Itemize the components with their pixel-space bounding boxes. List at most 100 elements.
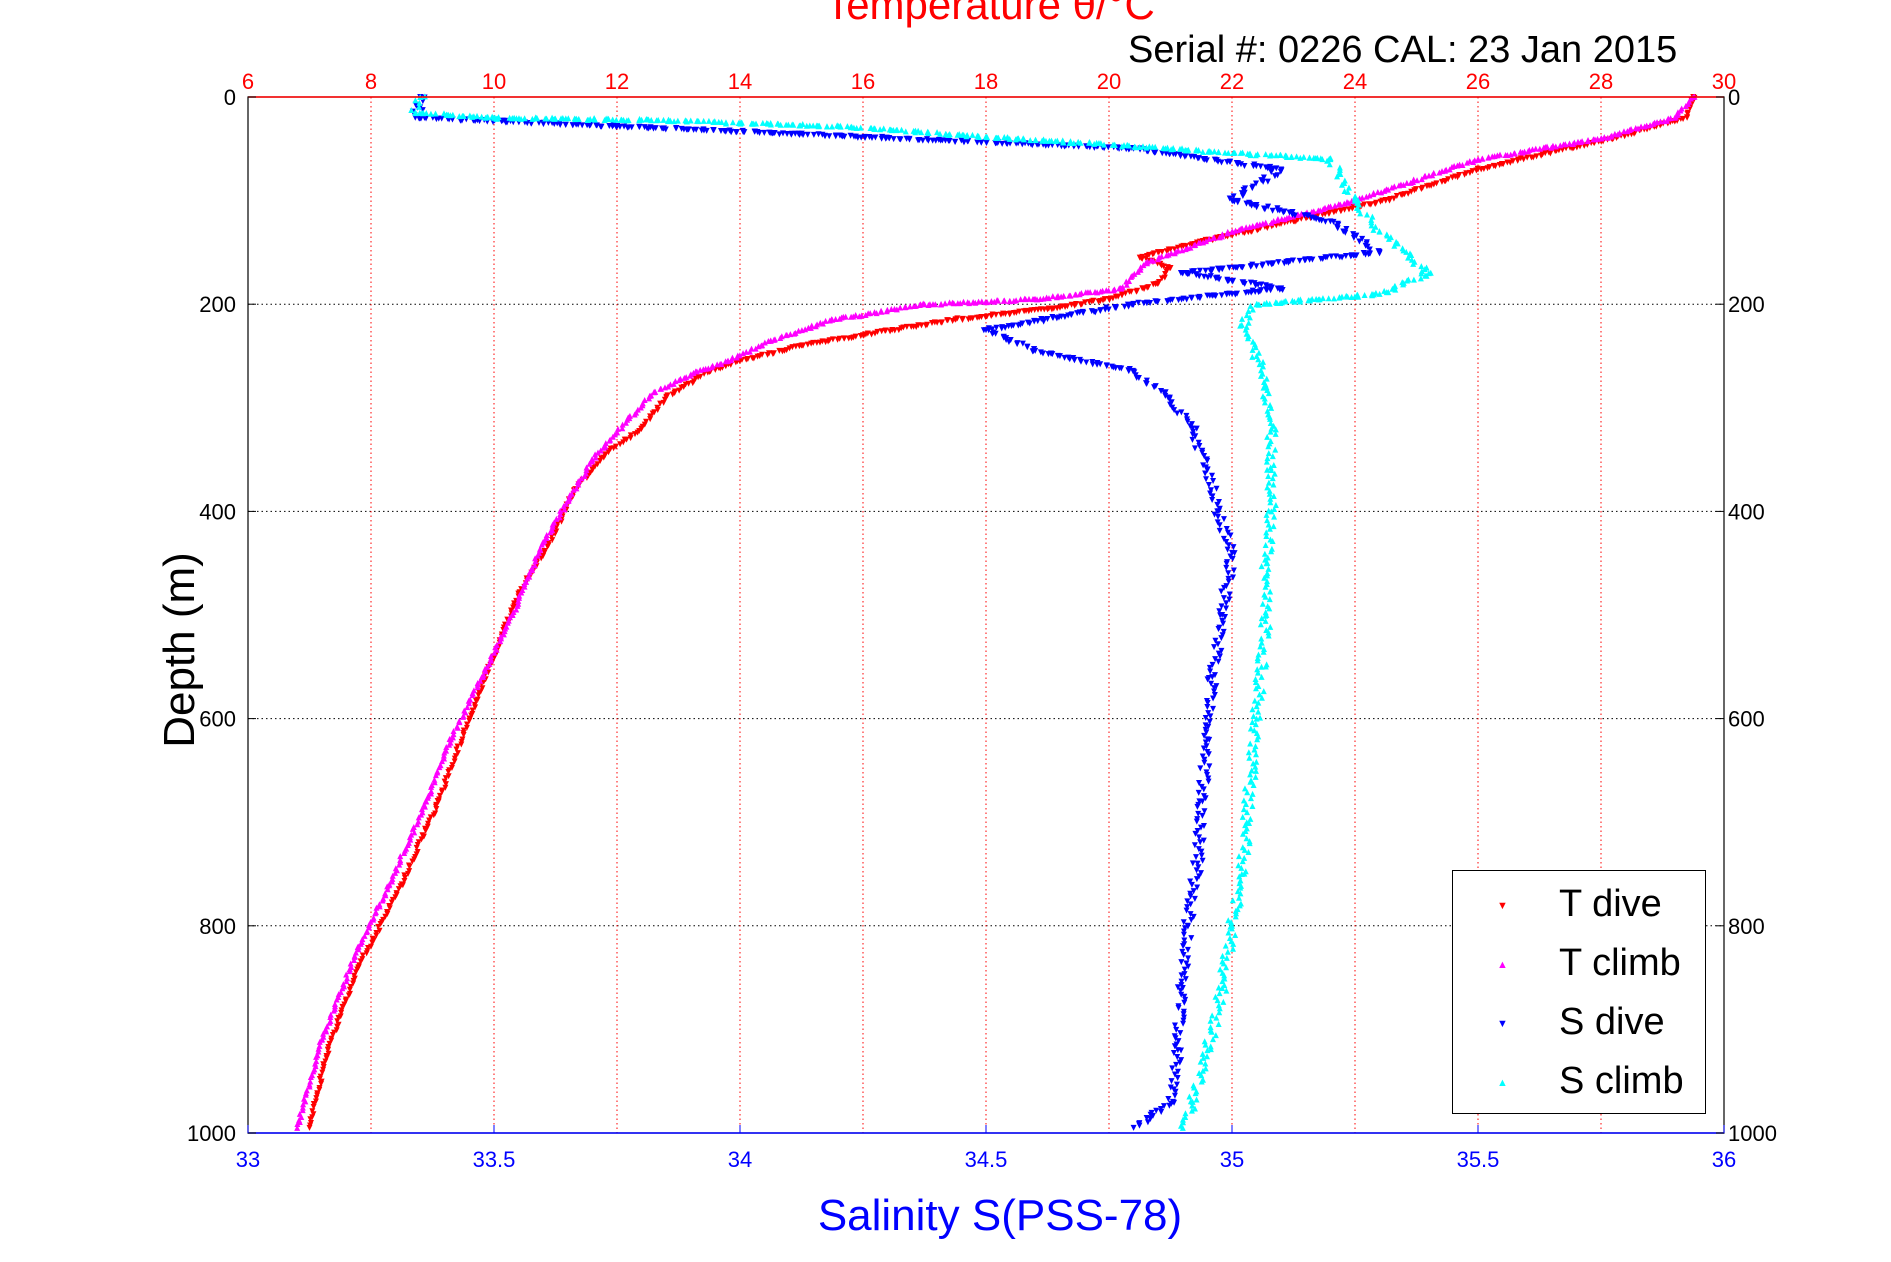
data-marker: [1195, 239, 1202, 246]
data-marker: [897, 304, 904, 311]
data-marker: [756, 129, 763, 136]
data-marker: [1436, 169, 1443, 176]
data-marker: [1211, 511, 1218, 518]
data-marker: [1272, 430, 1279, 437]
data-marker: [796, 122, 803, 129]
data-marker: [1230, 567, 1237, 574]
data-marker: [1195, 789, 1202, 796]
legend-item-s-climb: ▲ S climb: [1453, 1054, 1707, 1112]
data-marker: [1265, 521, 1272, 528]
data-marker: [1135, 299, 1142, 306]
data-marker: [1206, 718, 1213, 725]
data-marker: [1192, 1090, 1199, 1097]
data-marker: [1158, 1108, 1165, 1115]
data-marker: [1256, 361, 1263, 368]
data-marker: [1297, 154, 1304, 161]
data-marker: [445, 769, 452, 776]
data-marker: [386, 905, 393, 912]
data-marker: [1238, 161, 1245, 168]
data-marker: [1370, 191, 1377, 198]
data-marker: [888, 306, 895, 313]
data-marker: [401, 874, 408, 881]
data-marker: [1183, 960, 1190, 967]
data-marker: [804, 341, 811, 348]
data-marker: [1241, 785, 1248, 792]
data-marker: [988, 312, 995, 319]
data-marker: [1226, 158, 1233, 165]
data-marker: [1190, 913, 1197, 920]
data-marker: [1250, 712, 1257, 719]
data-marker: [427, 814, 434, 821]
data-marker: [1103, 362, 1110, 369]
data-marker: [1253, 685, 1260, 692]
data-marker: [1056, 353, 1063, 360]
data-marker: [1221, 584, 1228, 591]
data-marker: [1348, 293, 1355, 300]
data-marker: [1256, 691, 1263, 698]
data-marker: [637, 404, 644, 411]
data-marker: [592, 451, 599, 458]
data-marker: [775, 120, 782, 127]
data-marker: [784, 130, 791, 137]
data-marker: [556, 514, 563, 521]
data-point: [1253, 301, 1260, 308]
data-marker: [1345, 206, 1352, 213]
data-marker: [335, 991, 342, 998]
data-marker: [1215, 149, 1222, 156]
data-marker: [521, 115, 528, 122]
data-marker: [871, 309, 878, 316]
data-marker: [1202, 1065, 1209, 1072]
data-point: [1189, 425, 1196, 432]
data-marker: [733, 354, 740, 361]
data-marker: [1060, 139, 1067, 146]
data-marker: [504, 119, 511, 126]
data-marker: [1307, 297, 1314, 304]
triangle-down-icon: ▼: [1497, 900, 1508, 912]
data-marker: [886, 135, 893, 142]
data-marker: [1048, 137, 1055, 144]
data-point: [1684, 114, 1691, 121]
data-marker: [327, 1013, 334, 1020]
data-marker: [1061, 314, 1068, 321]
data-point: [324, 1047, 331, 1054]
temperature-tick-label: 20: [1097, 69, 1121, 94]
data-marker: [1171, 1022, 1178, 1029]
data-marker: [1233, 910, 1240, 917]
data-marker: [646, 395, 653, 402]
data-marker: [1357, 210, 1364, 217]
data-marker: [823, 123, 830, 130]
data-marker: [1638, 123, 1645, 130]
data-point: [693, 368, 700, 375]
data-marker: [1271, 470, 1278, 477]
data-marker: [1684, 111, 1691, 118]
data-marker: [468, 712, 475, 719]
data-marker: [1408, 188, 1415, 195]
data-marker: [1267, 495, 1274, 502]
data-marker: [451, 758, 458, 765]
data-point: [1199, 798, 1206, 805]
data-marker: [1074, 310, 1081, 317]
data-marker: [625, 117, 632, 124]
data-marker: [594, 449, 601, 456]
data-marker: [1273, 165, 1280, 172]
data-marker: [1192, 854, 1199, 861]
data-marker: [1181, 993, 1188, 1000]
data-marker: [1392, 286, 1399, 293]
data-marker: [749, 355, 756, 362]
data-marker: [1222, 942, 1229, 949]
data-marker: [1185, 146, 1192, 153]
data-marker: [1249, 353, 1256, 360]
data-marker: [342, 998, 349, 1005]
data-marker: [1271, 513, 1278, 520]
legend-item-s-dive: ▼ S dive: [1453, 995, 1707, 1053]
data-marker: [315, 1048, 322, 1055]
data-marker: [1216, 653, 1223, 660]
data-marker: [1163, 252, 1170, 259]
data-point: [952, 316, 959, 323]
data-marker: [1195, 810, 1202, 817]
data-marker: [1261, 399, 1268, 406]
data-marker: [1024, 319, 1031, 326]
data-marker: [1438, 178, 1445, 185]
data-marker: [711, 118, 718, 125]
data-marker: [1174, 1054, 1181, 1061]
